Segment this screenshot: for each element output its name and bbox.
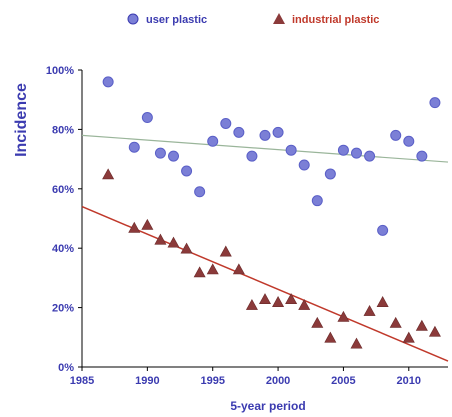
legend: user plastic industrial plastic [127, 13, 379, 26]
data-point-user-plastic [154, 147, 166, 159]
y-tick-label: 40% [52, 243, 74, 255]
data-point-industrial-plastic [363, 304, 376, 316]
data-point-user-plastic [337, 144, 349, 156]
y-tick-label: 60% [52, 184, 74, 196]
data-point-user-plastic [102, 76, 114, 88]
legend-item-industrial-plastic: industrial plastic [273, 13, 379, 26]
data-point-industrial-plastic [285, 293, 298, 304]
data-point-user-plastic [298, 159, 310, 171]
data-point-user-plastic [128, 141, 140, 153]
data-point-industrial-plastic [128, 221, 141, 233]
data-point-user-plastic [220, 117, 232, 129]
y-tick-label: 100% [46, 65, 74, 77]
trend-lines [81, 134, 449, 362]
data-point-user-plastic [351, 147, 362, 159]
x-tick-label: 1990 [135, 375, 159, 387]
data-point-industrial-plastic [167, 236, 180, 248]
legend-label-industrial-plastic: industrial plastic [292, 14, 379, 26]
x-tick-label: 1985 [70, 375, 94, 387]
data-point-user-plastic [403, 135, 415, 147]
data-point-user-plastic [364, 150, 376, 162]
x-tick-label: 2000 [266, 375, 290, 387]
data-point-industrial-plastic [245, 299, 258, 310]
data-point-industrial-plastic [219, 245, 232, 257]
data-point-user-plastic [285, 144, 297, 156]
data-point-industrial-plastic [232, 263, 245, 275]
data-point-user-plastic [194, 186, 206, 198]
data-point-industrial-plastic [154, 233, 167, 245]
x-tick-label: 2005 [331, 375, 355, 387]
trend-line-user-plastic [81, 134, 449, 163]
x-axis-ticks: 1985 1990 1995 2000 2005 2010 [70, 367, 421, 387]
data-point-industrial-plastic [272, 296, 285, 307]
data-point-user-plastic [246, 150, 258, 162]
data-point-user-plastic [311, 195, 323, 207]
y-tick-label: 0% [58, 362, 74, 374]
data-point-industrial-plastic [337, 310, 350, 322]
legend-item-user-plastic: user plastic [127, 13, 207, 26]
data-point-user-plastic [272, 126, 284, 138]
data-point-industrial-plastic [258, 293, 272, 304]
data-point-user-plastic [324, 168, 336, 180]
data-point-industrial-plastic [389, 316, 402, 328]
x-tick-label: 1995 [200, 375, 224, 387]
data-point-user-plastic [416, 150, 428, 162]
data-point-industrial-plastic [141, 218, 154, 230]
x-axis-title: 5-year period [230, 399, 305, 413]
y-axis-ticks: 0% 20% 40% 60% 80% 100% [46, 65, 82, 374]
data-point-industrial-plastic [415, 319, 428, 331]
data-point-industrial-plastic [350, 337, 363, 349]
data-point-industrial-plastic [180, 242, 193, 254]
data-point-user-plastic [233, 126, 245, 138]
data-point-industrial-plastic [376, 296, 389, 307]
data-point-user-plastic [181, 165, 193, 177]
data-point-industrial-plastic [311, 316, 324, 328]
data-point-user-plastic [429, 97, 441, 109]
y-tick-label: 80% [52, 124, 74, 136]
data-point-industrial-plastic [402, 331, 415, 343]
data-point-industrial-plastic [193, 266, 206, 278]
data-point-industrial-plastic [102, 168, 115, 180]
data-point-user-plastic [141, 112, 153, 124]
data-point-industrial-plastic [206, 263, 219, 275]
legend-marker-triangle-icon [273, 13, 285, 24]
data-point-industrial-plastic [428, 325, 441, 337]
data-point-user-plastic [168, 150, 179, 162]
data-point-user-plastic [390, 129, 402, 141]
trend-line-industrial-plastic [81, 205, 449, 362]
x-tick-label: 2010 [397, 375, 421, 387]
data-point-industrial-plastic [298, 299, 311, 310]
data-point-user-plastic [259, 129, 271, 141]
data-point-user-plastic [377, 224, 389, 236]
y-tick-label: 20% [52, 303, 74, 315]
data-point-user-plastic [207, 135, 219, 147]
data-points [102, 76, 441, 349]
legend-marker-circle-icon [127, 13, 139, 25]
y-axis-title: Incidence [13, 83, 30, 157]
legend-label-user-plastic: user plastic [146, 14, 207, 26]
data-point-industrial-plastic [324, 331, 337, 343]
